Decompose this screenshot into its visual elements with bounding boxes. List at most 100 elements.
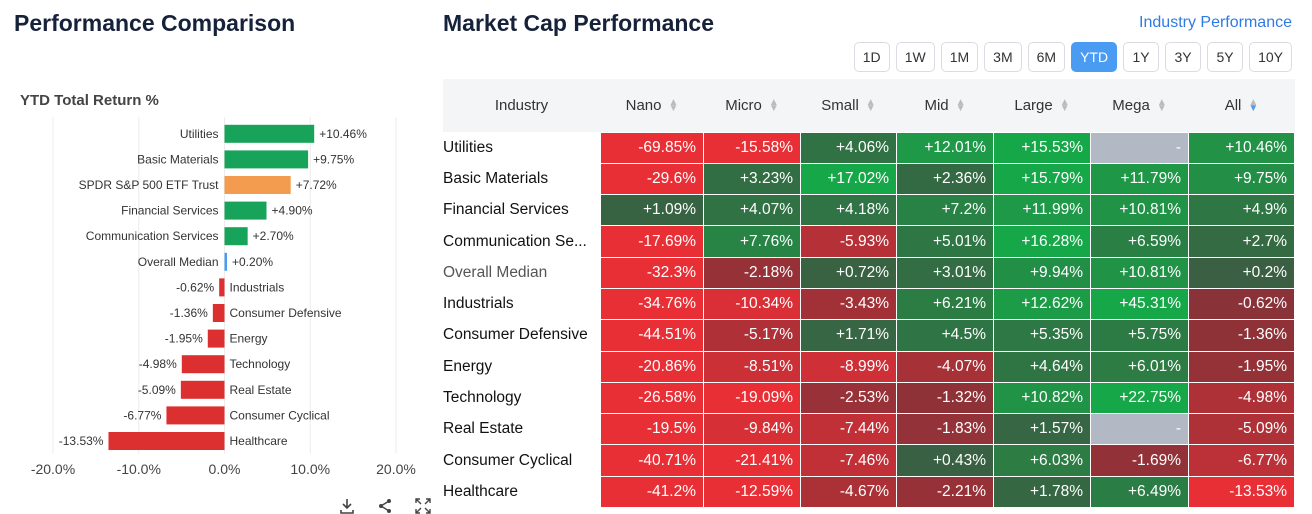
table-row[interactable]: Real Estate -19.5% -9.84% -7.44% -1.83% +1.57… bbox=[442, 413, 1295, 446]
period-button-1d[interactable]: 1D bbox=[853, 42, 890, 72]
data-label: -4.98% bbox=[139, 357, 177, 371]
sort-icon[interactable]: ▲ ▼ bbox=[1059, 96, 1070, 114]
value-cell: +0.2% bbox=[1188, 256, 1295, 289]
table-row[interactable]: Basic Materials -29.6% +3.23% +17.02% +2.36%… bbox=[442, 162, 1295, 196]
table-row[interactable]: Consumer Cyclical -40.71% -21.41% -7.46% +0.… bbox=[442, 444, 1295, 477]
bar-utilities[interactable] bbox=[224, 124, 315, 143]
table-row[interactable]: Utilities -69.85% -15.58% +4.06% +12.01% +15.… bbox=[442, 131, 1295, 164]
industry-name[interactable]: Energy bbox=[442, 350, 601, 383]
industry-name[interactable]: Utilities bbox=[442, 131, 601, 164]
value-cell: +12.62% bbox=[993, 287, 1091, 321]
industry-name[interactable]: Communication Se... bbox=[442, 225, 601, 258]
industry-name[interactable]: Financial Services bbox=[442, 194, 601, 227]
table-row[interactable]: Healthcare -41.2% -12.59% -4.67% -2.21% +1.78… bbox=[442, 475, 1295, 509]
value-cell: - bbox=[1090, 131, 1189, 164]
bar-spdr-s-p-500-etf-trust[interactable] bbox=[224, 176, 291, 194]
value-cell: +9.75% bbox=[1188, 162, 1295, 196]
value-cell: +6.49% bbox=[1090, 475, 1189, 509]
bar-real-estate[interactable] bbox=[180, 380, 225, 399]
industry-name[interactable]: Real Estate bbox=[442, 413, 601, 446]
table-row[interactable]: Communication Se... -17.69% +7.76% -5.93% +5… bbox=[442, 225, 1295, 258]
industry-name[interactable]: Consumer Cyclical bbox=[442, 444, 601, 477]
bar-communication-services[interactable] bbox=[224, 227, 248, 246]
bar-technology[interactable] bbox=[181, 355, 225, 374]
value-cell: +10.81% bbox=[1090, 256, 1189, 289]
period-button-ytd[interactable]: YTD bbox=[1071, 42, 1118, 72]
industry-name[interactable]: Basic Materials bbox=[442, 162, 601, 196]
value-cell: -1.36% bbox=[1188, 319, 1295, 352]
column-header-mid[interactable]: Mid ▲ ▼ bbox=[896, 79, 994, 132]
bar-consumer-cyclical[interactable] bbox=[166, 406, 225, 425]
bar-consumer-defensive[interactable] bbox=[212, 304, 225, 322]
value-cell: -40.71% bbox=[600, 444, 704, 477]
share-icon[interactable] bbox=[376, 497, 394, 514]
value-cell: -1.32% bbox=[896, 381, 994, 415]
period-button-10y[interactable]: 10Y bbox=[1249, 42, 1292, 72]
market-cap-table: Industry Nano ▲ ▼ Micro ▲ ▼ Small ▲ ▼ Mid ▲ ▼ Large ▲ ▼… bbox=[442, 79, 1295, 509]
category-label: Consumer Defensive bbox=[230, 306, 342, 320]
bar-chart: -20.0% -10.0% 0.0% 10.0% 20.0% Utilities +10.4… bbox=[31, 117, 416, 477]
sort-icon[interactable]: ▲ ▼ bbox=[865, 96, 876, 114]
sort-icon[interactable]: ▲ ▼ bbox=[668, 96, 679, 114]
bar-financial-services[interactable] bbox=[224, 201, 267, 220]
x-tick-label: 10.0% bbox=[290, 461, 330, 477]
sort-icon[interactable]: ▲ ▼ bbox=[768, 96, 779, 114]
value-cell: -9.84% bbox=[703, 413, 801, 446]
period-button-3y[interactable]: 3Y bbox=[1165, 42, 1202, 72]
data-label: -6.77% bbox=[123, 408, 161, 422]
value-cell: -15.58% bbox=[703, 131, 801, 164]
period-button-1w[interactable]: 1W bbox=[895, 42, 935, 72]
sort-icon[interactable]: ▲ ▼ bbox=[1248, 96, 1259, 114]
bar-healthcare[interactable] bbox=[108, 432, 225, 450]
table-row[interactable]: Energy -20.86% -8.51% -8.99% -4.07% +4.64% +6.… bbox=[442, 350, 1295, 383]
column-header-all[interactable]: All ▲ ▼ bbox=[1188, 79, 1295, 132]
value-cell: +1.78% bbox=[993, 475, 1091, 509]
expand-icon[interactable] bbox=[414, 497, 432, 514]
value-cell: +12.01% bbox=[896, 131, 994, 164]
table-row[interactable]: Financial Services +1.09% +4.07% +4.18% +7.2… bbox=[442, 194, 1295, 227]
value-cell: -2.53% bbox=[800, 381, 897, 415]
value-cell: -5.09% bbox=[1188, 413, 1295, 446]
industry-name[interactable]: Overall Median bbox=[442, 256, 601, 289]
value-cell: +9.94% bbox=[993, 256, 1091, 289]
category-label: Communication Services bbox=[86, 229, 219, 243]
industry-name[interactable]: Healthcare bbox=[442, 475, 601, 509]
table-row[interactable]: Overall Median -32.3% -2.18% +0.72% +3.01% +9… bbox=[442, 256, 1295, 289]
bar-industrials[interactable] bbox=[219, 278, 225, 297]
period-button-1m[interactable]: 1M bbox=[940, 42, 979, 72]
sort-icon[interactable]: ▲ ▼ bbox=[955, 96, 966, 114]
period-button-1y[interactable]: 1Y bbox=[1123, 42, 1160, 72]
value-cell: -7.46% bbox=[800, 444, 897, 477]
industry-name[interactable]: Technology bbox=[442, 381, 601, 415]
column-header-nano[interactable]: Nano ▲ ▼ bbox=[600, 79, 704, 132]
value-cell: +10.46% bbox=[1188, 131, 1295, 164]
table-row[interactable]: Technology -26.58% -19.09% -2.53% -1.32% +10.… bbox=[442, 381, 1295, 415]
sort-icon[interactable]: ▲ ▼ bbox=[1156, 96, 1167, 114]
period-button-3m[interactable]: 3M bbox=[984, 42, 1022, 72]
column-header-large[interactable]: Large ▲ ▼ bbox=[993, 79, 1091, 132]
bar-energy[interactable] bbox=[207, 329, 225, 348]
download-icon[interactable] bbox=[338, 497, 356, 514]
value-cell: +3.23% bbox=[703, 162, 801, 196]
column-header-mega[interactable]: Mega ▲ ▼ bbox=[1090, 79, 1189, 132]
value-cell: +17.02% bbox=[800, 162, 897, 196]
value-cell: +4.9% bbox=[1188, 194, 1295, 227]
value-cell: -5.93% bbox=[800, 225, 897, 258]
period-button-5y[interactable]: 5Y bbox=[1207, 42, 1244, 72]
value-cell: +1.09% bbox=[600, 194, 704, 227]
table-row[interactable]: Consumer Defensive -44.51% -5.17% +1.71% +4.… bbox=[442, 319, 1295, 352]
bar-overall-median[interactable] bbox=[224, 252, 228, 271]
industry-name[interactable]: Industrials bbox=[442, 287, 601, 321]
industry-performance-link[interactable]: Industry Performance bbox=[1139, 14, 1292, 31]
industry-name[interactable]: Consumer Defensive bbox=[442, 319, 601, 352]
value-cell: -5.17% bbox=[703, 319, 801, 352]
period-button-6m[interactable]: 6M bbox=[1027, 42, 1066, 72]
value-cell: -1.83% bbox=[896, 413, 994, 446]
table-row[interactable]: Industrials -34.76% -10.34% -3.43% +6.21% +12… bbox=[442, 287, 1295, 321]
value-cell: -20.86% bbox=[600, 350, 704, 383]
data-label: +4.90% bbox=[272, 204, 313, 218]
column-header-small[interactable]: Small ▲ ▼ bbox=[800, 79, 897, 132]
chart-title: YTD Total Return % bbox=[20, 92, 159, 109]
column-header-micro[interactable]: Micro ▲ ▼ bbox=[703, 79, 801, 132]
bar-basic-materials[interactable] bbox=[224, 150, 309, 169]
